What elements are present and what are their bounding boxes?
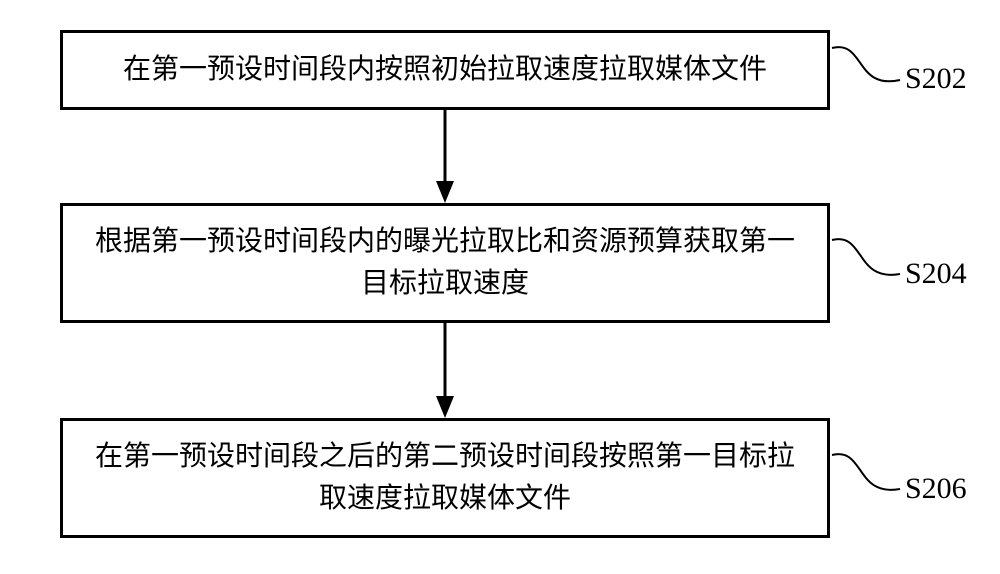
flowchart-canvas: 在第一预设时间段内按照初始拉取速度拉取媒体文件 S202 根据第一预设时间段内的… xyxy=(0,0,1000,574)
step-label-s202: S202 xyxy=(905,62,967,96)
step-label-text: S204 xyxy=(905,257,967,290)
step-box-s206: 在第一预设时间段之后的第二预设时间段按照第一目标拉取速度拉取媒体文件 xyxy=(60,418,830,538)
step-box-s202: 在第一预设时间段内按照初始拉取速度拉取媒体文件 xyxy=(60,30,830,110)
brace-s202 xyxy=(832,47,900,81)
arrow-head-1 xyxy=(436,181,454,203)
step-label-s204: S204 xyxy=(905,257,967,291)
step-text: 根据第一预设时间段内的曝光拉取比和资源预算获取第一目标拉取速度 xyxy=(83,221,807,305)
step-label-s206: S206 xyxy=(905,472,967,506)
arrow-head-2 xyxy=(436,396,454,418)
step-text: 在第一预设时间段之后的第二预设时间段按照第一目标拉取速度拉取媒体文件 xyxy=(83,436,807,520)
brace-s204 xyxy=(832,239,900,275)
step-text: 在第一预设时间段内按照初始拉取速度拉取媒体文件 xyxy=(123,49,767,91)
step-box-s204: 根据第一预设时间段内的曝光拉取比和资源预算获取第一目标拉取速度 xyxy=(60,203,830,323)
brace-s206 xyxy=(832,454,900,490)
step-label-text: S202 xyxy=(905,62,967,95)
step-label-text: S206 xyxy=(905,472,967,505)
